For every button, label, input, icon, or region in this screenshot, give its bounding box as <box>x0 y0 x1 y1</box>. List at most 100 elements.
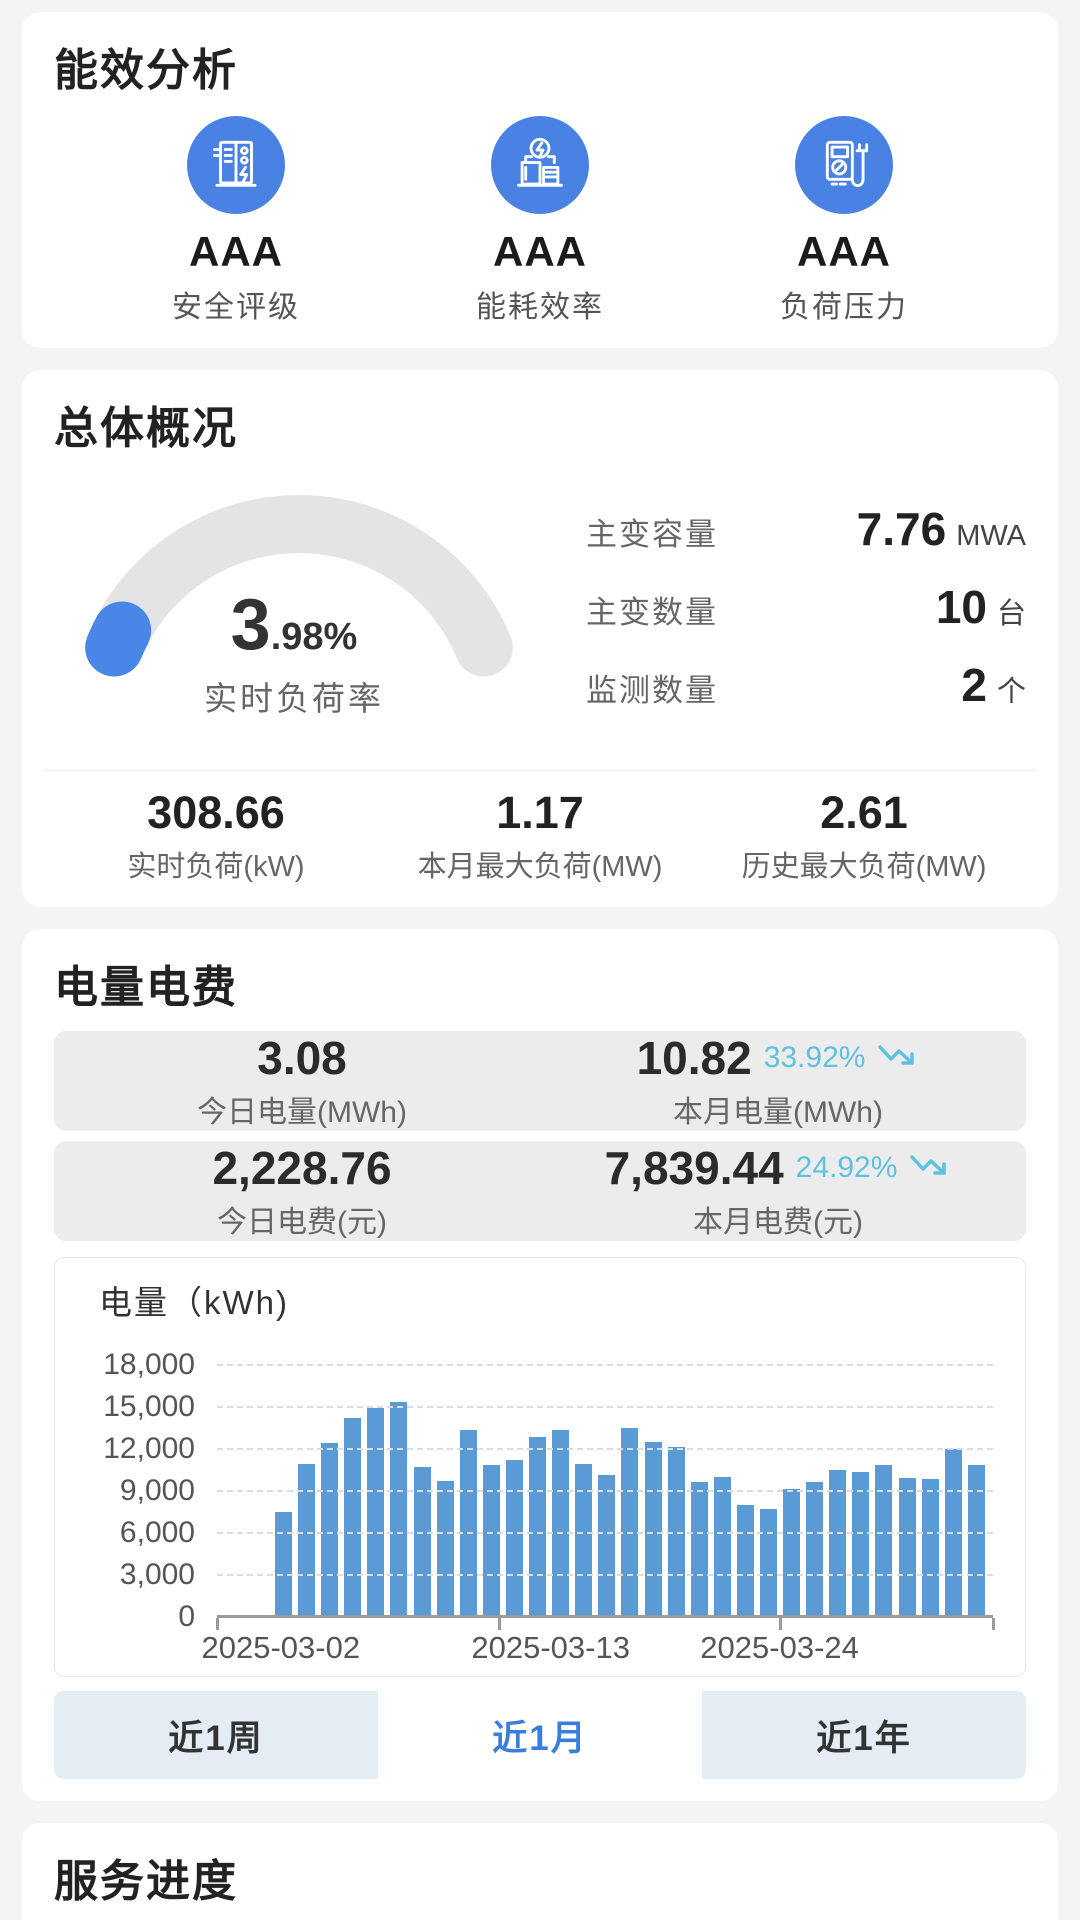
chart-x-labels: 2025-03-02 2025-03-13 2025-03-24 <box>201 1626 993 1666</box>
gridline <box>217 1490 993 1492</box>
load-pressure-value: AAA <box>797 228 891 275</box>
service-progress-title: 服务进度 <box>54 1857 238 1906</box>
month-energy-label: 本月电量(MWh) <box>673 1096 883 1129</box>
chart-range-tabs: 近1周 近1月 近1年 <box>54 1691 1026 1779</box>
chart-bar[interactable] <box>644 1441 662 1618</box>
chart-bar[interactable] <box>344 1417 362 1618</box>
chart-bar[interactable] <box>921 1479 939 1618</box>
chart-bar[interactable] <box>690 1482 708 1618</box>
gauge-value-int: 3 <box>230 585 271 665</box>
month-energy-percent: 33.92% <box>763 1041 866 1074</box>
stat-label: 历史最大负荷(MW) <box>741 851 987 883</box>
tab-last-week[interactable]: 近1周 <box>168 1718 264 1758</box>
chart-bar[interactable] <box>413 1466 431 1618</box>
realtime-load-stat: 308.66 实时负荷(kW) <box>54 787 378 885</box>
service-progress-card: 服务进度 变压配电房维保服务 任务时间：2025-03-20 ~ 2025-03… <box>22 1823 1058 1920</box>
energy-stats-box: 3.08 今日电量(MWh) 10.82 33.92% 本月电量(MWh) <box>54 1031 1026 1131</box>
y-axis-tick-label: 3,000 <box>119 1558 195 1592</box>
month-energy-cell: 10.82 33.92% 本月电量(MWh) <box>540 1031 1016 1131</box>
chart-title: 电量（kWh) <box>99 1284 289 1321</box>
gridline <box>217 1448 993 1450</box>
today-fee-value: 2,228.76 <box>212 1142 392 1194</box>
x-axis-tick <box>779 1618 783 1630</box>
month-energy-value: 10.82 <box>636 1032 752 1084</box>
chart-bar[interactable] <box>367 1408 385 1618</box>
overview-body: 3.98% 实时负荷率 主变容量 7.76 MWA 主变数量 10 <box>54 460 1026 760</box>
y-axis-tick-label: 15,000 <box>103 1390 195 1423</box>
safety-rating-value: AAA <box>189 228 283 275</box>
month-fee-cell: 7,839.44 24.92% 本月电费(元) <box>540 1141 1016 1241</box>
chart-bar[interactable] <box>598 1475 616 1618</box>
tab-last-year[interactable]: 近1年 <box>816 1718 912 1758</box>
x-axis-label: 2025-03-13 <box>471 1630 630 1665</box>
metric-label: 主变容量 <box>586 517 718 552</box>
metric-label: 监测数量 <box>586 673 718 708</box>
chart-bar[interactable] <box>852 1472 870 1618</box>
gridline <box>217 1532 993 1534</box>
month-fee-label: 本月电费(元) <box>693 1206 863 1239</box>
chart-bar[interactable] <box>736 1504 754 1618</box>
month-fee-value: 7,839.44 <box>604 1142 784 1194</box>
chart-bar[interactable] <box>829 1469 847 1618</box>
y-axis-tick-label: 12,000 <box>103 1432 195 1466</box>
metric-unit: MWA <box>956 520 1026 552</box>
today-fee-cell: 2,228.76 今日电费(元) <box>64 1141 540 1241</box>
x-axis-label: 2025-03-24 <box>700 1630 859 1665</box>
metric-row-monitor: 监测数量 2 个 <box>586 658 1026 712</box>
electricity-title: 电量电费 <box>54 963 238 1012</box>
today-energy-value: 3.08 <box>257 1032 347 1084</box>
chart-bar[interactable] <box>967 1465 985 1618</box>
chart-bar[interactable] <box>275 1511 292 1618</box>
chart-bar[interactable] <box>436 1480 454 1618</box>
metric-value: 10 <box>935 581 987 633</box>
x-axis-tick <box>992 1618 995 1630</box>
load-pressure-label: 负荷压力 <box>780 291 908 324</box>
chart-bars <box>275 1366 985 1618</box>
gauge-label: 实时负荷率 <box>204 680 384 717</box>
today-energy-cell: 3.08 今日电量(MWh) <box>64 1031 540 1131</box>
chart-bar[interactable] <box>875 1465 893 1618</box>
tab-last-month[interactable]: 近1月 <box>378 1691 702 1779</box>
metric-label: 主变数量 <box>586 595 718 630</box>
transformer-cabinet-icon <box>187 116 285 214</box>
stat-label: 实时负荷(kW) <box>127 851 305 883</box>
overview-stats: 308.66 实时负荷(kW) 1.17 本月最大负荷(MW) 2.61 历史最… <box>54 787 1026 885</box>
chart-bar[interactable] <box>713 1476 731 1618</box>
energy-analysis-title: 能效分析 <box>54 46 238 95</box>
energy-efficiency-value: AAA <box>493 228 587 275</box>
gridline <box>217 1574 993 1576</box>
chart-plot: 0 3,000 6,000 9,000 12,000 15,000 18,000 <box>103 1348 995 1633</box>
overview-card: 总体概况 3.98% 实时负荷率 主变容量 7.76 <box>22 370 1058 907</box>
chart-bar[interactable] <box>621 1427 639 1618</box>
energy-efficiency-item: AAA 能耗效率 <box>403 116 677 326</box>
y-axis-tick-label: 6,000 <box>119 1516 195 1550</box>
energy-analysis-card: 能效分析 AAA 安全评级 <box>22 12 1058 348</box>
chart-bar[interactable] <box>298 1464 316 1618</box>
metric-row-count: 主变数量 10 台 <box>586 580 1026 634</box>
chart-bar[interactable] <box>321 1443 339 1618</box>
stat-value: 2.61 <box>820 787 908 838</box>
chart-bar[interactable] <box>575 1464 593 1618</box>
chart-bar[interactable] <box>783 1489 801 1618</box>
overview-title: 总体概况 <box>54 404 238 453</box>
gauge-text: 3.98% 实时负荷率 <box>54 584 534 720</box>
metric-unit: 台 <box>996 598 1026 630</box>
chart-bar[interactable] <box>898 1478 916 1618</box>
safety-rating-item: AAA 安全评级 <box>99 116 373 326</box>
chart-bar[interactable] <box>482 1465 500 1618</box>
fee-stats-box: 2,228.76 今日电费(元) 7,839.44 24.92% 本月电费(元) <box>54 1141 1026 1241</box>
energy-analysis-row: AAA 安全评级 AAA 能耗效率 <box>54 116 1026 326</box>
chart-bar[interactable] <box>806 1482 824 1618</box>
metric-unit: 个 <box>996 676 1026 708</box>
x-axis-label: 2025-03-02 <box>201 1630 361 1665</box>
gauge-value-frac: .98% <box>270 616 358 658</box>
chart-bar[interactable] <box>459 1430 477 1618</box>
chart-bar[interactable] <box>759 1508 777 1618</box>
chart-bar[interactable] <box>390 1402 408 1618</box>
energy-bar-chart: 电量（kWh) 0 3,000 6,000 9,000 12,000 15,000 18,0… <box>54 1257 1026 1677</box>
metric-value: 7.76 <box>856 503 947 555</box>
chart-bar[interactable] <box>552 1430 570 1618</box>
chart-bar[interactable] <box>529 1437 547 1618</box>
trend-down-icon <box>877 1042 919 1075</box>
chart-bar[interactable] <box>505 1459 523 1618</box>
